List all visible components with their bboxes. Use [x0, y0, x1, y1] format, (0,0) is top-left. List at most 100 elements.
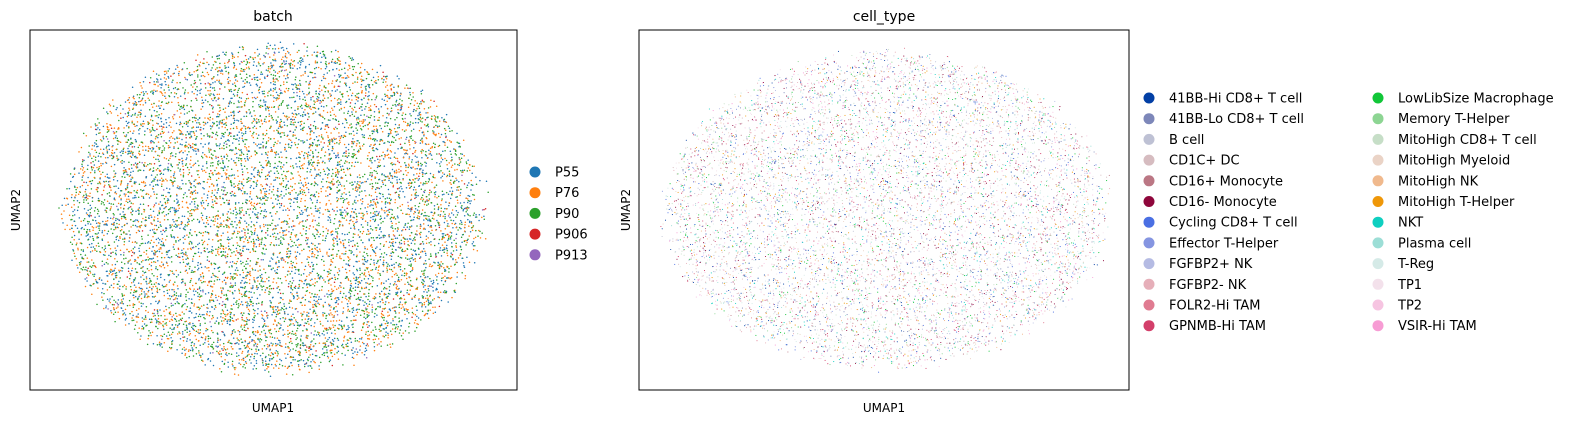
scatter-point-p90	[386, 322, 389, 324]
scatter-point-p76	[277, 47, 280, 50]
scatter-point-p90	[412, 122, 414, 124]
scatter-point-p90	[363, 316, 365, 318]
scatter-point-p90	[443, 127, 446, 130]
scatter-point-p55	[435, 287, 438, 290]
scatter-point-p76	[298, 211, 301, 214]
scatter-point-p76	[403, 148, 405, 151]
scatter-point-p55	[329, 219, 332, 221]
scatter-point-p55	[344, 72, 346, 74]
scatter-point-p76	[133, 296, 135, 299]
scatter-point-p55	[204, 266, 206, 268]
scatter-point-p76	[136, 121, 139, 123]
scatter-point-p90	[280, 136, 282, 138]
scatter-point-p76	[341, 301, 343, 303]
scatter-point-p90	[382, 234, 384, 237]
scatter-point-p55	[334, 90, 337, 92]
scatter-point-p76	[106, 289, 109, 291]
scatter-point-p55	[67, 203, 69, 206]
scatter-point-p90	[449, 236, 452, 239]
scatter-point-p76	[177, 97, 179, 99]
scatter-point-p90	[413, 238, 415, 240]
scatter-point-p55	[153, 312, 155, 315]
scatter-point-p90	[263, 344, 266, 347]
scatter-point-p90	[367, 292, 370, 295]
scatter-point-p90	[282, 292, 284, 295]
scatter-point-p90	[408, 226, 411, 228]
scatter-point-p90	[221, 119, 224, 121]
scatter-point-p76	[221, 126, 223, 128]
scatter-point-p55	[440, 133, 443, 136]
scatter-point-p76	[322, 226, 324, 228]
scatter-point-p55	[262, 217, 265, 219]
scatter-point-p76	[347, 278, 350, 280]
scatter-point-p55	[398, 126, 401, 129]
scatter-point-p913	[167, 162, 170, 165]
scatter-point-p76	[371, 306, 374, 308]
scatter-point-p906	[150, 141, 152, 144]
scatter-point-p55	[261, 326, 264, 328]
scatter-point-p76	[227, 61, 229, 64]
scatter-point-p90	[170, 207, 172, 209]
scatter-point-p55	[285, 307, 288, 310]
scatter-point-p906	[156, 128, 158, 131]
scatter-point-p913	[141, 162, 143, 164]
scatter-point-p90	[253, 110, 255, 112]
scatter-point-p90	[475, 229, 477, 232]
scatter-point-p90	[349, 337, 351, 339]
scatter-point-p55	[311, 270, 314, 273]
scatter-point-p906	[288, 209, 290, 211]
scatter-point-p76	[106, 258, 109, 260]
scatter-point-p55	[186, 221, 189, 223]
scatter-point-p90	[315, 144, 317, 146]
scatter-point-p55	[435, 252, 437, 255]
scatter-point-p55	[179, 227, 181, 230]
scatter-point-p90	[390, 216, 393, 219]
scatter-point-p55	[221, 360, 224, 363]
scatter-point-p55	[406, 317, 408, 320]
scatter-point-p76	[441, 272, 443, 275]
scatter-point-p90	[400, 334, 403, 337]
scatter-point-p55	[144, 76, 147, 78]
scatter-point-p76	[208, 186, 211, 188]
scatter-point-p76	[143, 123, 145, 125]
scatter-point-p90	[96, 212, 99, 215]
scatter-point-p76	[173, 146, 175, 148]
scatter-point-p90	[408, 97, 410, 99]
scatter-point-p76	[264, 199, 267, 202]
scatter-point-p90	[299, 157, 301, 159]
scatter-point-p76	[311, 220, 314, 223]
scatter-point-p90	[231, 291, 234, 294]
scatter-point-p55	[298, 253, 301, 255]
scatter-point-p90	[245, 236, 248, 238]
scatter-point-p76	[368, 334, 371, 336]
scatter-point-p90	[373, 341, 375, 344]
scatter-point-p90	[252, 58, 255, 60]
scatter-point-p90	[167, 86, 170, 88]
scatter-point-p90	[122, 152, 124, 155]
scatter-point-p55	[317, 251, 319, 253]
scatter-point-p76	[139, 226, 141, 229]
scatter-point-p76	[365, 331, 367, 333]
scatter-point-p55	[239, 216, 242, 219]
scatter-point-p55	[416, 209, 419, 211]
scatter-point-p90	[103, 248, 106, 251]
scatter-point-p55	[222, 193, 224, 195]
scatter-point-p90	[363, 143, 365, 145]
scatter-point-p76	[310, 108, 312, 111]
scatter-point-p76	[448, 235, 450, 237]
scatter-point-p55	[247, 351, 249, 353]
scatter-point-p76	[319, 84, 321, 87]
scatter-point-p55	[106, 298, 109, 300]
scatter-point-p55	[308, 163, 310, 165]
scatter-point-p55	[296, 68, 299, 70]
scatter-point-p90	[347, 212, 349, 214]
scatter-point-p90	[324, 90, 326, 93]
scatter-point-p90	[235, 236, 238, 238]
scatter-point-p90	[343, 217, 345, 219]
scatter-point-p90	[222, 144, 225, 147]
scatter-point-p90	[358, 142, 361, 144]
scatter-point-p76	[154, 115, 157, 117]
scatter-point-p55	[247, 350, 250, 352]
scatter-point-p76	[402, 306, 404, 308]
scatter-point-p76	[318, 248, 321, 250]
